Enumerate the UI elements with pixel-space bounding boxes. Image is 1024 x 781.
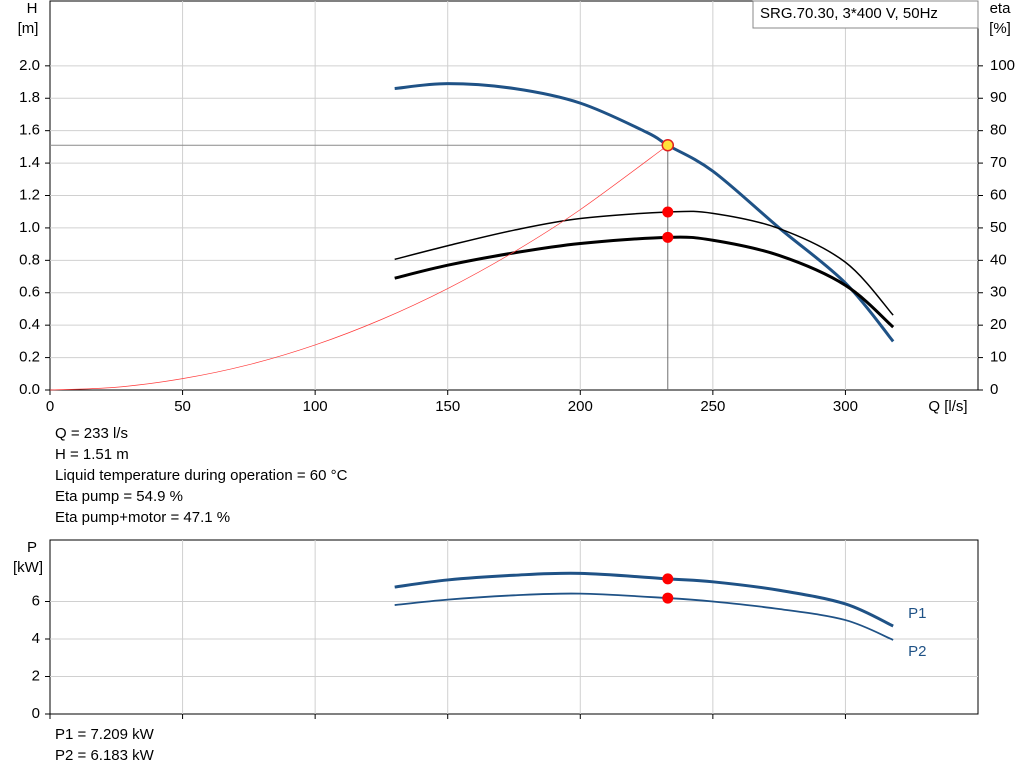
y2-tick-label: 70 [990,154,1007,171]
y-tick-label: 6 [32,592,40,609]
x-tick-label: 300 [833,398,858,415]
y2-tick-label: 100 [990,57,1015,74]
y-tick-label: 2.0 [19,57,40,74]
y2-axis-label: eta [990,0,1012,17]
y-tick-label: 0.8 [19,251,40,268]
x-tick-label: 200 [568,398,593,415]
x-tick-label: 50 [174,398,191,415]
y-tick-label: 2 [32,667,40,684]
annotation: Q = 233 l/s [55,425,128,442]
duty-marker [662,592,674,604]
duty-marker [662,231,674,243]
text-layer: 0 50 100 150 200 250 3000.00.20.40.60.81.01.21… [13,0,1015,764]
curve [394,82,895,343]
y-axis-unit: [m] [18,20,39,37]
y-tick-label: 0.4 [19,316,40,333]
duty-marker [662,573,674,585]
plot-frame [49,539,979,715]
series-label: P1 [908,605,926,622]
annotation: H = 1.51 m [55,446,129,463]
grid-layer [45,0,983,719]
series-label: P2 [908,643,926,660]
y2-tick-label: 30 [990,284,1007,301]
y2-axis-unit: [%] [989,20,1011,37]
y-tick-label: 1.2 [19,186,40,203]
annotation: Eta pump+motor = 47.1 % [55,509,230,526]
legend-text: SRG.70.30, 3*400 V, 50Hz [760,5,938,22]
y2-tick-label: 50 [990,219,1007,236]
annotation: P1 = 7.209 kW [55,726,155,743]
annotation: Liquid temperature during operation = 60… [55,467,348,484]
y-tick-label: 1.6 [19,122,40,139]
y-tick-label: 1.4 [19,154,40,171]
y2-tick-label: 20 [990,316,1007,333]
y2-tick-label: 90 [990,89,1007,106]
y-tick-label: 0.6 [19,284,40,301]
y-tick-label: 0 [32,705,40,722]
x-tick-label: 100 [303,398,328,415]
y2-tick-label: 0 [990,381,998,398]
y-tick-label: 1.8 [19,89,40,106]
x-axis-label: Q [l/s] [928,398,967,415]
y-tick-label: 0.0 [19,381,40,398]
x-tick-label: 150 [435,398,460,415]
y-axis-label: P [27,539,37,556]
x-tick-label: 250 [700,398,725,415]
y-axis-label: H [27,0,38,17]
duty-marker [662,206,674,218]
y2-tick-label: 80 [990,122,1007,139]
y-tick-label: 1.0 [19,219,40,236]
duty-marker [661,139,675,152]
curve [49,144,668,391]
annotation: Eta pump = 54.9 % [55,488,183,505]
legend-box [752,0,979,29]
x-tick-label: 0 [46,398,54,415]
y2-tick-label: 10 [990,349,1007,366]
y2-tick-label: 40 [990,251,1007,268]
annotation: P2 = 6.183 kW [55,747,155,764]
y-tick-label: 0.2 [19,349,40,366]
y2-tick-label: 60 [990,186,1007,203]
y-tick-label: 4 [32,630,40,647]
y-axis-unit: [kW] [13,559,43,576]
